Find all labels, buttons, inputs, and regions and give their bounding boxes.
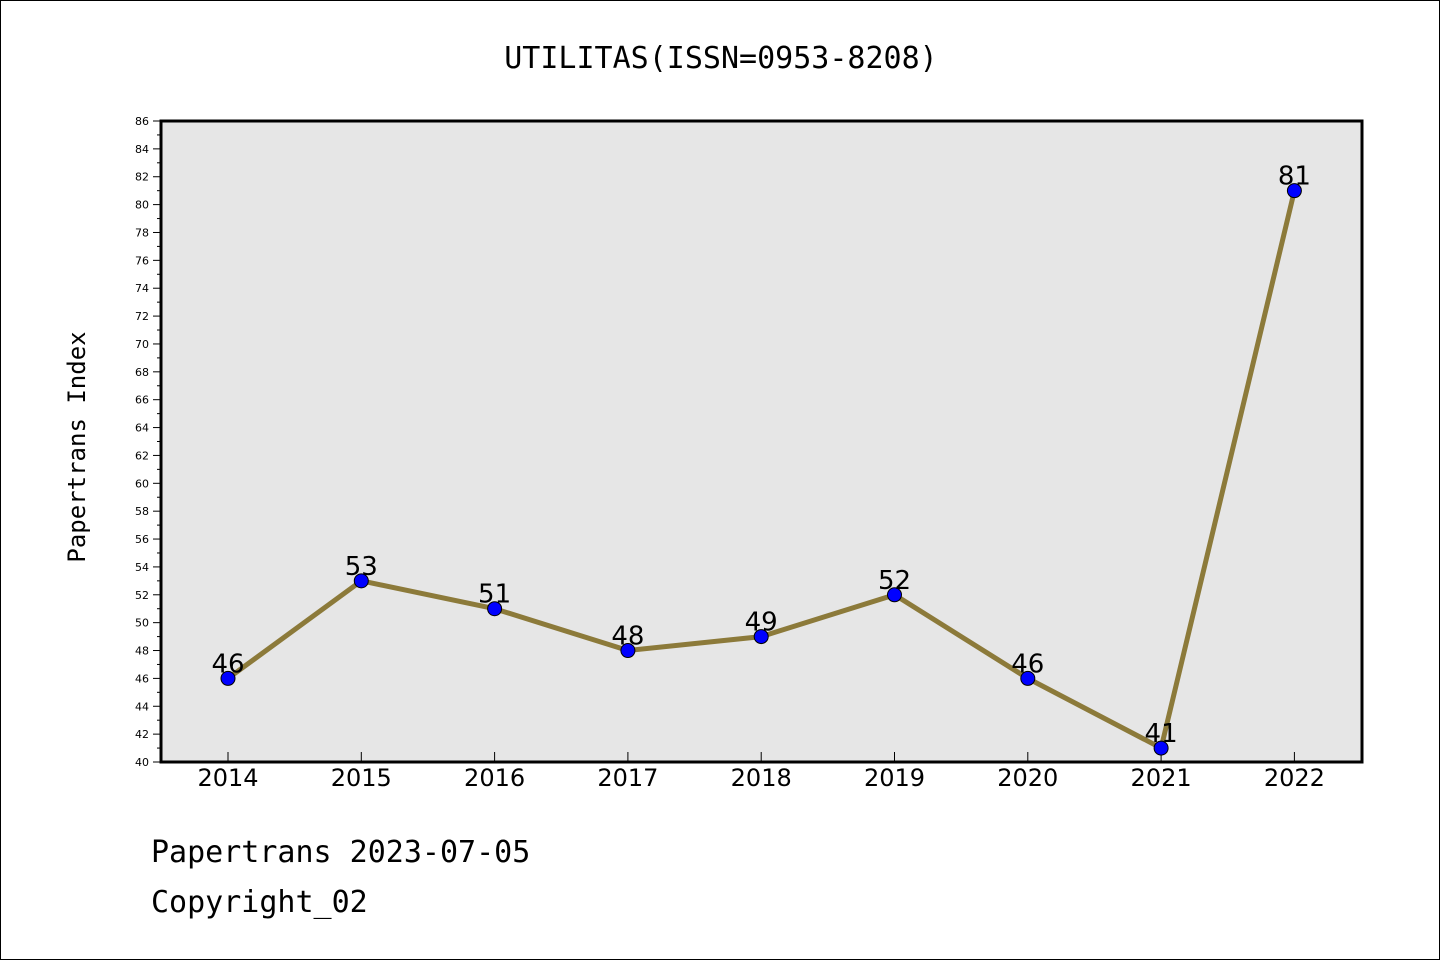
data-point-marker xyxy=(753,629,769,645)
y-tick-label: 72 xyxy=(135,310,149,323)
y-tick-label: 48 xyxy=(135,645,149,658)
x-tick-label: 2016 xyxy=(464,764,525,792)
y-tick-label: 44 xyxy=(135,700,149,713)
data-point-label: 52 xyxy=(878,566,911,596)
data-point-marker xyxy=(887,587,902,603)
data-point-label: 46 xyxy=(211,649,244,679)
y-tick-label: 68 xyxy=(135,366,149,379)
y-tick-label: 82 xyxy=(135,171,149,184)
x-tick-label: 2018 xyxy=(731,764,792,792)
x-tick-label: 2022 xyxy=(1264,764,1325,792)
x-tick-label: 2020 xyxy=(997,764,1058,792)
x-axis-ticks: 2014 2015 2016 2017 2018 2019 2020 2021 2022 xyxy=(197,752,1325,792)
plot-area xyxy=(159,119,1364,764)
x-tick-label: 2019 xyxy=(864,764,925,792)
data-point-marker xyxy=(620,643,636,659)
footer-date-text: Papertrans 2023-07-05 xyxy=(151,835,531,870)
y-tick-label: 70 xyxy=(135,338,149,351)
y-tick-label: 40 xyxy=(135,756,149,769)
y-tick-label: 76 xyxy=(135,254,149,267)
data-markers xyxy=(220,183,1302,756)
data-point-marker xyxy=(1286,183,1302,199)
y-tick-label: 78 xyxy=(135,226,149,239)
y-axis-ticks: 40 42 44 46 48 50 52 54 56 58 60 62 64 66 68 70 72 74 76 78… xyxy=(135,115,161,769)
data-point-marker xyxy=(1153,740,1169,756)
y-tick-label: 74 xyxy=(135,282,149,295)
y-tick-label: 46 xyxy=(135,672,149,685)
data-point-label: 48 xyxy=(611,622,644,652)
data-point-label: 41 xyxy=(1145,719,1178,749)
y-tick-label: 56 xyxy=(135,533,149,546)
x-tick-label: 2017 xyxy=(597,764,658,792)
y-tick-label: 62 xyxy=(135,449,149,462)
data-point-marker xyxy=(353,573,369,589)
y-tick-label: 54 xyxy=(135,561,149,574)
x-tick-label: 2014 xyxy=(197,764,258,792)
y-axis-label: Papertrans Index xyxy=(63,331,91,562)
y-tick-label: 80 xyxy=(135,199,149,212)
y-tick-label: 86 xyxy=(135,115,149,128)
data-point-label: 81 xyxy=(1278,162,1311,192)
y-tick-label: 66 xyxy=(135,394,149,407)
y-tick-label: 84 xyxy=(135,143,149,156)
y-tick-label: 42 xyxy=(135,728,149,741)
y-tick-label: 60 xyxy=(135,477,149,490)
chart-title: UTILITAS(ISSN=0953-8208) xyxy=(504,41,937,76)
data-point-label: 51 xyxy=(478,580,511,610)
y-tick-label: 58 xyxy=(135,505,149,518)
data-point-label: 53 xyxy=(345,552,378,582)
y-tick-label: 50 xyxy=(135,617,149,630)
data-point-marker xyxy=(1020,670,1036,686)
footer-copyright-text: Copyright_02 xyxy=(151,885,368,920)
x-tick-label: 2015 xyxy=(331,764,392,792)
data-point-label: 49 xyxy=(745,608,778,638)
y-tick-label: 52 xyxy=(135,589,149,602)
data-point-label: 46 xyxy=(1011,649,1044,679)
data-labels: 46 53 51 48 49 52 46 41 81 xyxy=(211,162,1310,749)
x-tick-label: 2021 xyxy=(1131,764,1192,792)
y-tick-label: 64 xyxy=(135,422,149,435)
data-point-marker xyxy=(487,601,503,617)
data-point-marker xyxy=(220,670,236,686)
